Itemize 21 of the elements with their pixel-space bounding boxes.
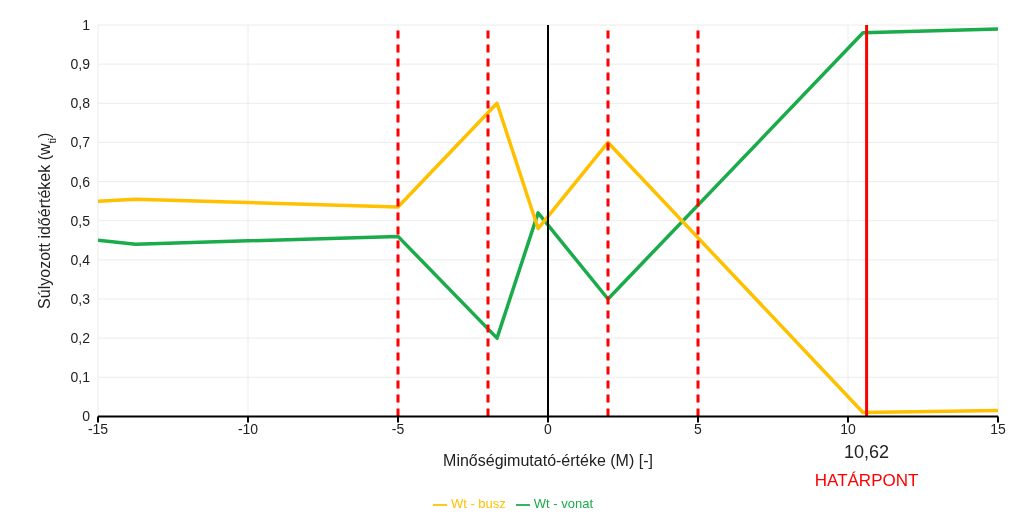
y-tick-label: 0,5 xyxy=(70,212,91,229)
x-tick-label: 0 xyxy=(544,421,553,438)
y-tick-label: 1 xyxy=(82,16,91,33)
x-axis-title: Minőségimutató-értéke (M) [-] xyxy=(443,451,653,469)
x-tick-label: 5 xyxy=(694,421,703,438)
x-tick-label: -5 xyxy=(391,421,405,438)
x-tick-label: -10 xyxy=(237,421,259,438)
text: HATÁRPONT xyxy=(814,471,919,491)
legend-label: Wt - vonat xyxy=(533,496,594,512)
ref-line-label: 10,62 xyxy=(844,442,890,463)
y-tick-label: 0,6 xyxy=(70,173,91,190)
x-tick-label: 15 xyxy=(990,421,1006,438)
y-tick-label: 0,1 xyxy=(70,369,91,386)
y-tick-label: 0,9 xyxy=(70,56,91,73)
y-tick-label: 0,7 xyxy=(70,134,91,151)
y-tick-label: 0,8 xyxy=(70,95,91,112)
legend-label: Wt - busz xyxy=(450,496,506,512)
y-tick-label: 0,4 xyxy=(70,251,91,268)
x-tick-label: 10 xyxy=(840,421,856,438)
y-tick-label: 0,3 xyxy=(70,290,91,307)
y-tick-label: 0,2 xyxy=(70,330,91,347)
